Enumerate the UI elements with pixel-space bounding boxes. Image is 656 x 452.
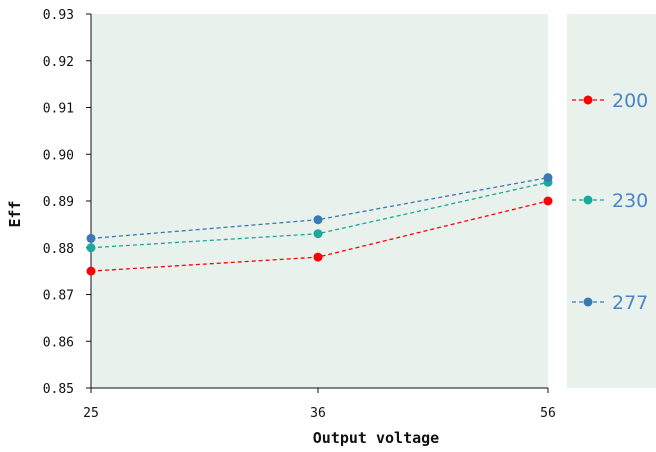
y-axis-ticks: 0.85 0.86 0.87 0.88 0.89 0.90 0.91 0.92 0.93 xyxy=(43,8,91,397)
x-tick-label: 56 xyxy=(540,406,556,421)
series-layer xyxy=(86,173,553,276)
legend-marker xyxy=(583,297,593,307)
legend-marker xyxy=(583,195,593,205)
legend-label: 277 xyxy=(612,292,648,314)
y-tick-label: 0.89 xyxy=(43,195,74,210)
y-tick-label: 0.88 xyxy=(43,242,74,257)
y-axis-title: Eff xyxy=(6,200,24,227)
legend: 200 230 277 xyxy=(572,90,648,314)
y-tick-label: 0.91 xyxy=(43,102,74,117)
y-tick-label: 0.86 xyxy=(43,335,74,350)
y-tick-label: 0.92 xyxy=(43,55,74,70)
y-tick-label: 0.85 xyxy=(43,382,74,397)
x-axis-ticks: 25 36 56 xyxy=(83,388,556,421)
plot-area xyxy=(91,14,548,388)
y-tick-label: 0.93 xyxy=(43,8,74,23)
x-tick-label: 36 xyxy=(310,406,326,421)
data-point xyxy=(86,233,96,243)
x-axis-title: Output voltage xyxy=(313,429,439,447)
data-point xyxy=(543,173,553,183)
data-point xyxy=(86,266,96,276)
data-point xyxy=(86,243,96,253)
legend-box xyxy=(567,14,656,388)
legend-item-200: 200 xyxy=(572,90,648,112)
series-200 xyxy=(86,196,553,276)
data-point xyxy=(313,215,323,225)
y-tick-label: 0.87 xyxy=(43,289,74,304)
legend-label: 200 xyxy=(612,90,648,112)
data-point xyxy=(313,252,323,262)
legend-item-277: 277 xyxy=(572,292,648,314)
x-tick-label: 25 xyxy=(83,406,99,421)
legend-item-230: 230 xyxy=(572,190,648,212)
y-tick-label: 0.90 xyxy=(43,148,74,163)
legend-label: 230 xyxy=(612,190,648,212)
data-point xyxy=(543,196,553,206)
series-277 xyxy=(86,173,553,243)
data-point xyxy=(313,229,323,239)
legend-marker xyxy=(583,95,593,105)
